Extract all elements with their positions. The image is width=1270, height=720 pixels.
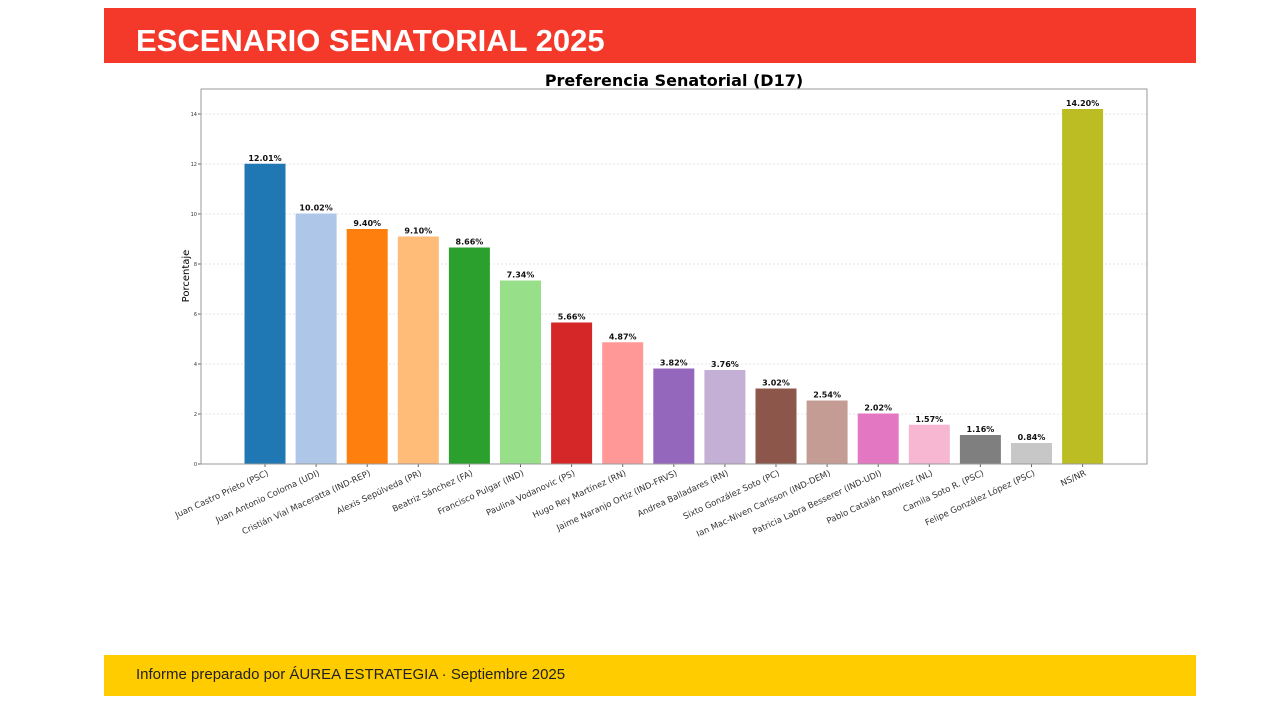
bar (755, 388, 797, 464)
footer-banner: Informe preparado por ÁUREA ESTRATEGIA ·… (104, 655, 1196, 696)
bar (448, 247, 490, 464)
data-label: 2.02% (864, 404, 892, 413)
x-tick-label: Francisco Pulgar (IND) (436, 469, 525, 518)
chart-title: Preferencia Senatorial (D17) (545, 71, 803, 90)
data-label: 12.01% (248, 154, 281, 163)
y-tick-label: 4 (194, 362, 197, 368)
data-label: 10.02% (299, 204, 332, 213)
data-label: 2.54% (813, 391, 841, 400)
plot-frame (200, 88, 1148, 465)
data-label: 0.84% (1018, 433, 1046, 442)
data-label: 4.87% (609, 332, 637, 341)
bar (704, 370, 746, 464)
data-label: 9.40% (353, 219, 381, 228)
bar (857, 413, 899, 464)
bar (500, 280, 541, 464)
data-label: 3.76% (711, 360, 739, 369)
data-label: 3.02% (762, 379, 790, 388)
bar (397, 236, 439, 464)
y-axis-label: Porcentaje (181, 250, 192, 303)
y-tick-label: 2 (194, 412, 197, 418)
data-label: 9.10% (404, 227, 432, 236)
bar (908, 424, 950, 464)
data-label: 3.82% (660, 359, 688, 368)
data-label: 14.20% (1066, 99, 1099, 108)
page-title: ESCENARIO SENATORIAL 2025 (136, 23, 605, 58)
data-label: 1.57% (915, 415, 943, 424)
y-tick-label: 12 (191, 162, 197, 168)
y-tick-label: 14 (191, 112, 197, 118)
y-tick-label: 10 (191, 212, 197, 218)
bar (346, 229, 388, 464)
footer-text: Informe preparado por ÁUREA ESTRATEGIA ·… (136, 666, 566, 683)
bar (806, 400, 848, 464)
data-label: 7.34% (507, 271, 535, 280)
bar (244, 163, 286, 464)
bar (1011, 443, 1052, 464)
y-tick-label: 8 (194, 262, 197, 268)
bar (959, 435, 1001, 464)
x-tick-label: Alexis Sepúlveda (PR) (335, 469, 423, 517)
data-label: 1.16% (967, 425, 995, 434)
bar (653, 368, 695, 464)
data-label: 8.66% (456, 238, 484, 247)
bar (295, 213, 337, 464)
y-tick-label: 6 (194, 312, 197, 318)
x-tick-label: NS/NR (1059, 469, 1088, 489)
bar (1062, 109, 1104, 464)
y-tick-label: 0 (194, 462, 197, 468)
header-banner: ESCENARIO SENATORIAL 2025 (104, 8, 1196, 63)
data-label: 5.66% (558, 313, 586, 322)
bar (551, 322, 593, 464)
bar (602, 342, 644, 464)
